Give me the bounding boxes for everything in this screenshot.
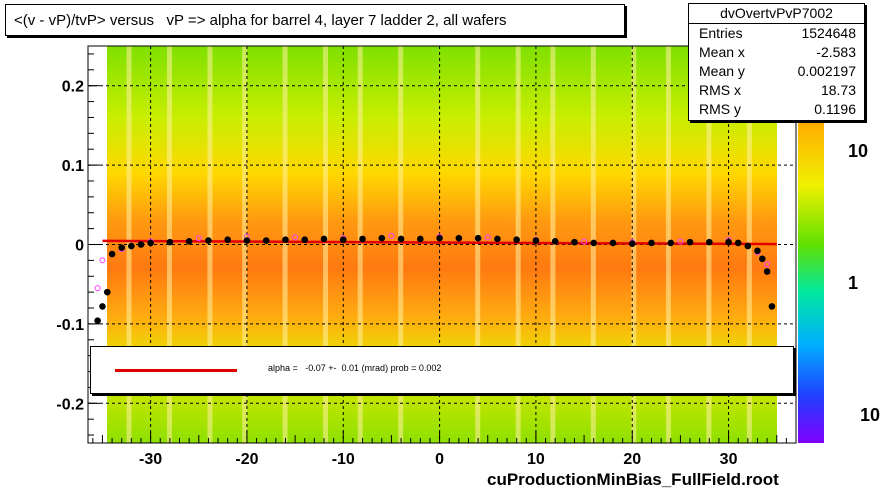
heatmap-stripe bbox=[475, 46, 481, 443]
stats-label: Entries bbox=[699, 25, 743, 41]
profile-point bbox=[768, 303, 776, 310]
stats-value: 0.1196 bbox=[814, 101, 856, 117]
stats-row-rms-x: RMS x 18.73 bbox=[689, 81, 864, 100]
stats-row-mean-y: Mean y 0.002197 bbox=[689, 62, 864, 81]
profile-point bbox=[474, 234, 482, 242]
secondary-point bbox=[388, 232, 395, 239]
stats-value: 18.73 bbox=[820, 82, 856, 98]
profile-point bbox=[706, 238, 713, 246]
stats-row-mean-x: Mean x -2.583 bbox=[689, 43, 864, 62]
x-tick-label: -20 bbox=[235, 451, 258, 468]
profile-point bbox=[590, 239, 598, 247]
secondary-point bbox=[292, 234, 299, 241]
profile-point bbox=[128, 242, 135, 250]
profile-point bbox=[686, 238, 694, 246]
profile-point bbox=[397, 235, 405, 243]
profile-point bbox=[185, 238, 193, 245]
stats-label: Mean y bbox=[699, 63, 745, 79]
z-tick-label: 10 bbox=[860, 405, 881, 425]
stats-label: RMS x bbox=[699, 82, 741, 98]
profile-point bbox=[667, 239, 675, 247]
z-tick-label: 10 bbox=[848, 141, 869, 161]
stats-label: Mean x bbox=[699, 44, 745, 60]
secondary-point bbox=[677, 238, 684, 245]
x-tick-label: 0 bbox=[435, 451, 444, 468]
profile-point bbox=[532, 237, 540, 244]
profile-point bbox=[243, 237, 251, 244]
secondary-point bbox=[484, 234, 491, 241]
profile-point bbox=[725, 238, 732, 246]
profile-point bbox=[99, 303, 106, 310]
stats-value: -2.583 bbox=[816, 44, 856, 60]
data-marks bbox=[94, 232, 777, 325]
stats-box: dvOvertvPvP7002 Entries 1524648 Mean x -2.… bbox=[688, 3, 865, 121]
fit-legend: alpha = -0.07 +- 0.01 (mrad) prob = 0.00… bbox=[90, 346, 794, 394]
profile-point bbox=[359, 235, 366, 243]
profile-point bbox=[108, 250, 116, 258]
legend-fit-text: alpha = -0.07 +- 0.01 (mrad) prob = 0.00… bbox=[268, 363, 442, 373]
legend-fit-line bbox=[115, 369, 237, 372]
profile-point bbox=[282, 236, 289, 244]
heatmap-stripe bbox=[282, 46, 288, 443]
profile-point bbox=[205, 237, 212, 244]
secondary-point bbox=[94, 285, 101, 292]
profile-point bbox=[103, 288, 111, 296]
secondary-point bbox=[195, 235, 202, 242]
fit-line bbox=[102, 239, 777, 246]
x-tick-label: -30 bbox=[139, 451, 162, 468]
y-tick-label: 0.2 bbox=[62, 79, 84, 96]
stats-name: dvOvertvPvP7002 bbox=[689, 4, 864, 24]
plot-title: <(v - vP)/tvP> versus vP => alpha for ba… bbox=[5, 4, 625, 36]
x-tick-label: -10 bbox=[332, 451, 355, 468]
profile-point bbox=[744, 242, 752, 250]
stats-value: 0.002197 bbox=[797, 63, 856, 79]
profile-point bbox=[628, 240, 636, 248]
x-tick-label: 30 bbox=[720, 451, 738, 468]
profile-point bbox=[609, 239, 617, 247]
profile-point bbox=[417, 235, 424, 243]
profile-point bbox=[763, 268, 771, 275]
profile-point bbox=[494, 235, 501, 243]
profile-point bbox=[551, 238, 559, 245]
secondary-point bbox=[99, 257, 106, 264]
profile-point bbox=[436, 234, 443, 242]
profile-point bbox=[339, 236, 347, 244]
profile-point bbox=[378, 234, 386, 242]
y-tick-label: -0.2 bbox=[56, 396, 84, 413]
profile-point bbox=[648, 239, 655, 247]
profile-point bbox=[147, 239, 154, 247]
profile-point bbox=[137, 241, 145, 248]
y-tick-label: -0.1 bbox=[56, 317, 84, 334]
stats-value: 1524648 bbox=[801, 25, 856, 41]
stats-row-rms-y: RMS y 0.1196 bbox=[689, 100, 864, 119]
footer-filename: cuProductionMinBias_FullField.root bbox=[487, 470, 779, 489]
profile-point bbox=[224, 236, 231, 244]
stats-row-entries: Entries 1524648 bbox=[689, 24, 864, 43]
heatmap-stripe bbox=[323, 46, 329, 443]
profile-point bbox=[262, 237, 270, 244]
profile-point bbox=[94, 317, 101, 325]
profile-point bbox=[754, 247, 761, 255]
profile-point bbox=[118, 244, 126, 251]
x-tick-label: 20 bbox=[623, 451, 641, 468]
stats-label: RMS y bbox=[699, 101, 741, 117]
profile-point bbox=[571, 238, 578, 246]
heatmap-stripe bbox=[515, 46, 521, 443]
x-tick-label: 10 bbox=[527, 451, 545, 468]
secondary-point bbox=[581, 238, 588, 245]
profile-point bbox=[455, 234, 463, 242]
secondary-point bbox=[764, 261, 771, 268]
profile-point bbox=[734, 239, 742, 247]
profile-point bbox=[166, 238, 174, 246]
profile-point bbox=[301, 236, 309, 244]
profile-point bbox=[758, 255, 766, 263]
profile-point bbox=[320, 235, 328, 243]
y-tick-label: 0 bbox=[75, 238, 84, 255]
y-tick-label: 0.1 bbox=[62, 158, 84, 175]
profile-point bbox=[513, 236, 520, 244]
z-tick-label: 1 bbox=[848, 273, 859, 293]
